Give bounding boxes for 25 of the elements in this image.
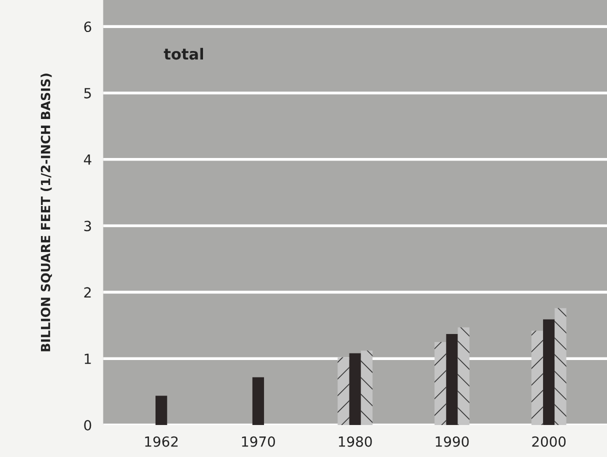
- y-tick-label: 1: [84, 354, 91, 364]
- bar: [434, 342, 446, 426]
- bar: [458, 327, 470, 426]
- x-tick-label: 1962: [145, 436, 178, 447]
- y-tick-label: 5: [84, 88, 91, 98]
- bar: [554, 308, 566, 426]
- y-tick-label: 0: [84, 420, 92, 430]
- y-tick-label: 3: [84, 220, 91, 232]
- x-tick-label: 1990: [436, 436, 469, 447]
- annotation: total: [164, 48, 204, 60]
- x-tick-label: 2000: [532, 436, 566, 447]
- bar: [543, 319, 555, 426]
- x-tick-label: 1980: [338, 436, 372, 447]
- y-tick-label: 2: [84, 287, 91, 298]
- bar: [338, 357, 350, 426]
- bar: [446, 334, 458, 426]
- bar: [156, 396, 168, 426]
- bar: [531, 330, 544, 426]
- y-tick-label: 6: [84, 22, 92, 32]
- y-axis-title: BILLION SQUARE FEET (1/2-INCH BASIS): [40, 74, 52, 352]
- bar: [349, 353, 361, 426]
- x-tick-label: 1970: [242, 436, 275, 447]
- y-tick-label: 4: [84, 154, 92, 165]
- bar: [252, 377, 264, 426]
- bar: [360, 350, 373, 426]
